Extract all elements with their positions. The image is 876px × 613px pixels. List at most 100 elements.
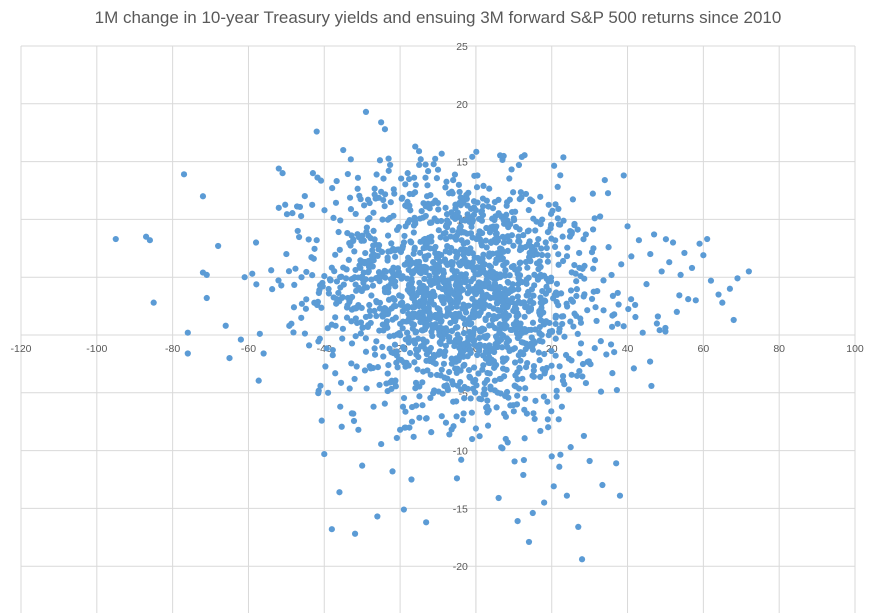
- x-tick-label: -60: [241, 343, 256, 355]
- scatter-point: [384, 232, 392, 239]
- scatter-point: [412, 379, 420, 386]
- scatter-point: [486, 262, 493, 269]
- chart-title: 1M change in 10-year Treasury yields and…: [94, 8, 782, 27]
- scatter-point: [460, 315, 467, 322]
- scatter-point: [432, 250, 439, 257]
- scatter-point: [429, 332, 436, 340]
- scatter-point: [513, 300, 520, 307]
- scatter-point: [394, 272, 401, 279]
- scatter-point: [373, 312, 380, 320]
- scatter-point: [574, 226, 581, 233]
- scatter-point: [350, 236, 357, 243]
- scatter-point: [366, 301, 373, 309]
- scatter-point: [324, 325, 331, 332]
- scatter-point: [472, 304, 479, 311]
- scatter-point: [412, 385, 419, 392]
- scatter-point: [395, 356, 403, 363]
- scatter-point: [579, 265, 586, 272]
- scatter-point: [493, 239, 500, 246]
- scatter-point: [404, 305, 411, 312]
- scatter-point: [376, 381, 383, 389]
- scatter-point: [522, 328, 529, 335]
- scatter-point: [434, 315, 441, 322]
- scatter-point: [591, 257, 599, 264]
- scatter-point: [692, 297, 699, 304]
- scatter-point: [476, 326, 484, 334]
- scatter-point: [352, 281, 359, 288]
- scatter-point: [450, 177, 457, 184]
- scatter-point: [335, 228, 342, 236]
- scatter-point: [440, 267, 447, 274]
- scatter-point: [515, 233, 522, 240]
- scatter-point: [485, 203, 492, 210]
- scatter-point: [719, 299, 726, 306]
- scatter-point: [351, 375, 358, 383]
- scatter-point: [550, 483, 557, 490]
- scatter-point: [516, 260, 523, 267]
- scatter-point: [561, 333, 568, 340]
- scatter-point: [343, 266, 350, 273]
- scatter-point: [440, 350, 447, 357]
- scatter-point: [467, 205, 475, 212]
- scatter-point: [475, 370, 482, 377]
- scatter-point: [543, 244, 550, 252]
- scatter-point: [608, 323, 616, 330]
- scatter-point: [529, 509, 536, 517]
- scatter-point: [315, 390, 322, 397]
- scatter-point: [305, 236, 312, 243]
- scatter-point: [344, 302, 351, 309]
- scatter-point: [552, 320, 559, 328]
- scatter-point: [464, 353, 471, 360]
- scatter-point: [294, 227, 301, 235]
- scatter-point: [373, 338, 380, 345]
- scatter-point: [378, 119, 385, 126]
- scatter-point: [415, 335, 422, 342]
- scatter-point: [496, 284, 504, 291]
- scatter-point: [571, 261, 578, 269]
- scatter-point: [410, 229, 417, 236]
- scatter-point: [591, 215, 598, 222]
- scatter-point: [468, 409, 475, 416]
- scatter-point: [290, 329, 297, 336]
- scatter-point: [384, 257, 391, 264]
- scatter-point: [400, 506, 407, 513]
- scatter-point: [473, 148, 480, 155]
- scatter-point: [491, 345, 498, 352]
- scatter-point: [410, 268, 417, 275]
- scatter-point: [184, 329, 191, 336]
- scatter-point: [381, 203, 388, 210]
- scatter-point: [381, 126, 389, 133]
- scatter-point: [409, 304, 416, 311]
- scatter-point: [410, 292, 417, 299]
- scatter-point: [399, 403, 407, 410]
- scatter-point: [415, 258, 423, 265]
- scatter-point: [406, 281, 413, 288]
- scatter-point: [416, 249, 424, 256]
- scatter-point: [375, 246, 382, 253]
- scatter-point: [457, 378, 464, 386]
- scatter-point: [576, 368, 583, 375]
- scatter-point: [477, 284, 485, 291]
- scatter-point: [589, 190, 596, 197]
- scatter-point: [412, 346, 420, 353]
- scatter-point: [515, 352, 522, 359]
- scatter-point: [571, 310, 578, 317]
- scatter-point: [468, 336, 475, 343]
- scatter-point: [472, 425, 479, 432]
- scatter-point: [574, 330, 581, 337]
- scatter-point: [343, 314, 351, 321]
- scatter-point: [502, 323, 509, 330]
- scatter-point: [486, 359, 494, 367]
- scatter-point: [386, 333, 393, 340]
- scatter-point: [726, 285, 734, 292]
- scatter-point: [569, 196, 576, 203]
- scatter-point: [393, 434, 400, 442]
- scatter-point: [416, 315, 424, 322]
- scatter-point: [495, 494, 502, 502]
- scatter-point: [222, 322, 229, 329]
- scatter-point: [372, 275, 380, 282]
- scatter-point: [425, 252, 432, 259]
- scatter-point: [648, 382, 655, 390]
- scatter-point: [569, 298, 577, 305]
- scatter-point: [508, 166, 515, 173]
